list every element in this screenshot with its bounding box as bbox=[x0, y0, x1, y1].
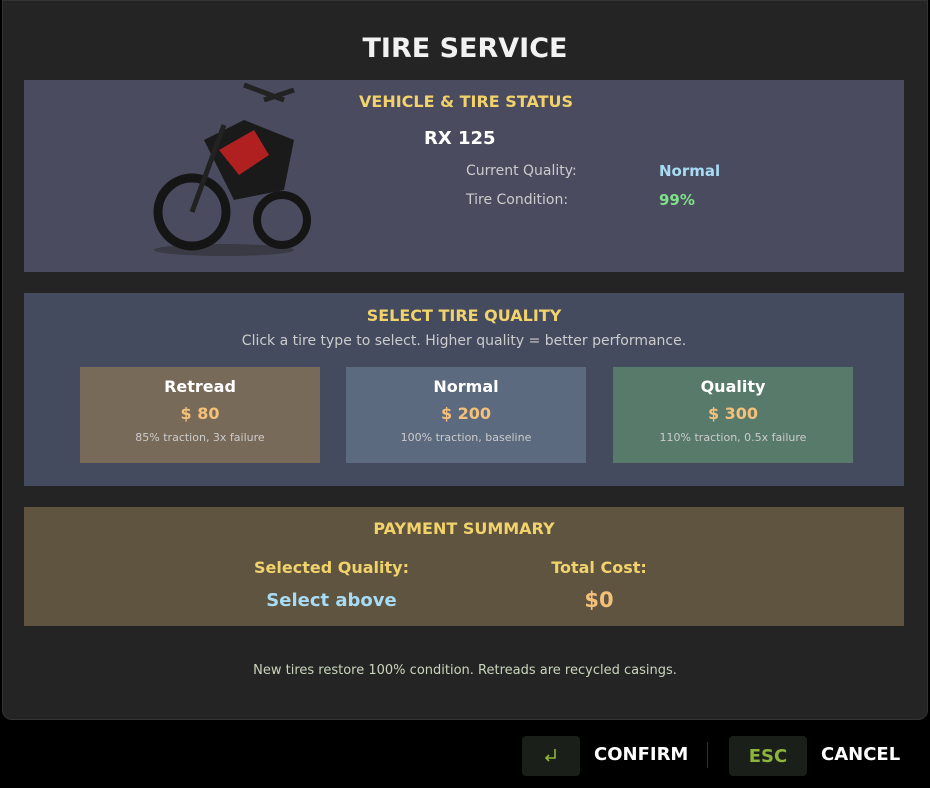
option-retread[interactable]: Retread $ 80 85% traction, 3x failure bbox=[80, 367, 320, 463]
option-name: Normal bbox=[433, 377, 499, 396]
footer-note: New tires restore 100% condition. Retrea… bbox=[253, 663, 677, 678]
total-label: Total Cost: bbox=[551, 558, 647, 577]
option-normal[interactable]: Normal $ 200 100% traction, baseline bbox=[346, 367, 586, 463]
option-desc: 100% traction, baseline bbox=[400, 431, 532, 444]
quality-label: Current Quality: bbox=[466, 163, 577, 179]
option-price: $ 300 bbox=[707, 404, 759, 423]
payment-heading: PAYMENT SUMMARY bbox=[373, 519, 555, 538]
select-heading: SELECT TIRE QUALITY bbox=[366, 306, 562, 325]
motorcycle-image bbox=[153, 82, 311, 256]
vehicle-status-section: VEHICLE & TIRE STATUS RX 125 Current Qua… bbox=[24, 80, 904, 272]
condition-value: 99% bbox=[659, 191, 695, 209]
selected-value: Select above bbox=[266, 590, 397, 611]
confirm-key[interactable] bbox=[522, 736, 580, 776]
dialog-title: TIRE SERVICE bbox=[362, 33, 568, 64]
option-name: Quality bbox=[700, 377, 766, 396]
payment-summary-section: PAYMENT SUMMARY Selected Quality: Select… bbox=[24, 507, 904, 626]
option-desc: 110% traction, 0.5x failure bbox=[659, 431, 807, 444]
esc-key[interactable]: ESC bbox=[729, 736, 807, 776]
enter-icon bbox=[544, 749, 556, 762]
option-price: $ 200 bbox=[440, 404, 492, 423]
total-value: $0 bbox=[584, 588, 614, 612]
select-hint: Click a tire type to select. Higher qual… bbox=[241, 333, 687, 349]
option-desc: 85% traction, 3x failure bbox=[135, 431, 265, 444]
confirm-button[interactable]: CONFIRM bbox=[594, 744, 689, 765]
option-quality[interactable]: Quality $ 300 110% traction, 0.5x failur… bbox=[613, 367, 853, 463]
vehicle-name: RX 125 bbox=[424, 128, 496, 149]
cancel-button[interactable]: CANCEL bbox=[821, 744, 901, 765]
option-name: Retread bbox=[164, 377, 236, 396]
quality-value: Normal bbox=[659, 162, 721, 180]
selected-label: Selected Quality: bbox=[254, 558, 409, 577]
option-price: $ 80 bbox=[180, 404, 220, 423]
tire-quality-section: SELECT TIRE QUALITY Click a tire type to… bbox=[24, 293, 904, 486]
condition-label: Tire Condition: bbox=[466, 192, 569, 208]
divider bbox=[707, 742, 708, 768]
status-heading: VEHICLE & TIRE STATUS bbox=[359, 92, 574, 111]
